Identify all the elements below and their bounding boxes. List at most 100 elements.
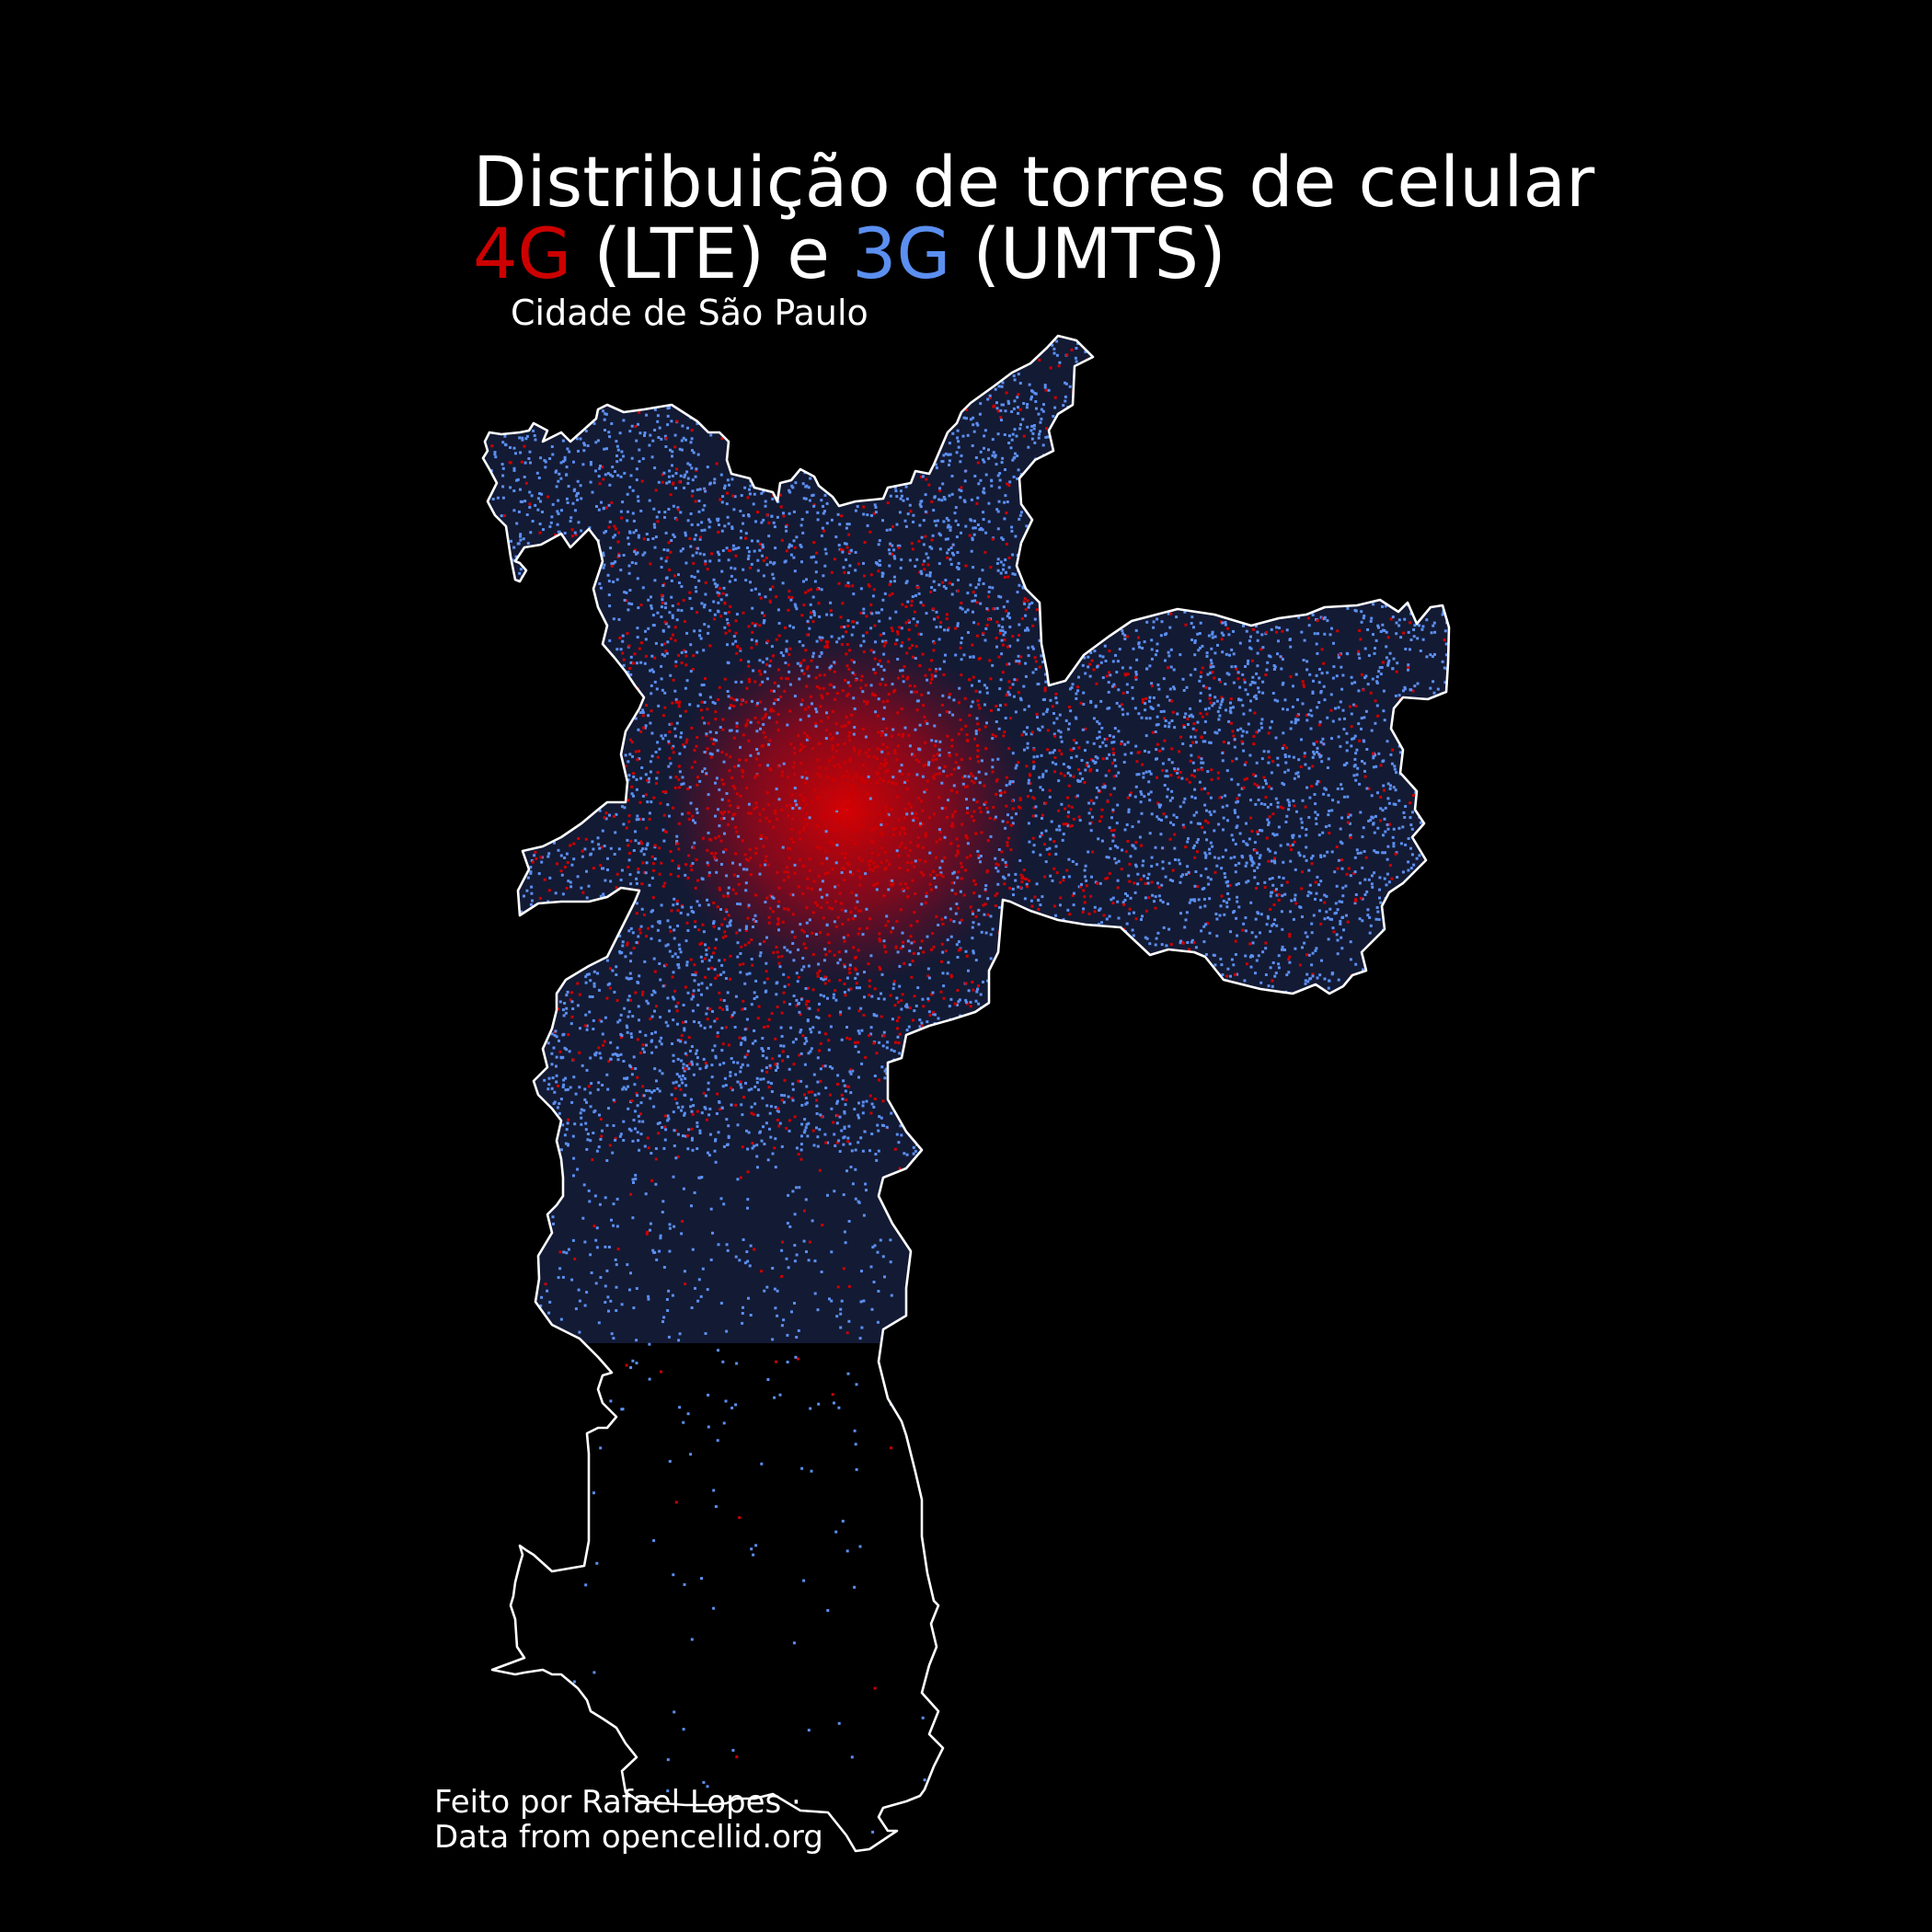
tower-point — [691, 814, 695, 818]
tower-point — [500, 463, 504, 466]
tower-point — [949, 558, 952, 561]
tower-point — [679, 911, 683, 914]
tower-point — [641, 990, 645, 994]
tower-point — [786, 1222, 789, 1225]
tower-point — [583, 1087, 587, 1091]
tower-point — [953, 810, 957, 813]
tower-point — [1386, 857, 1389, 861]
tower-point — [1294, 673, 1298, 676]
tower-point — [635, 912, 638, 915]
tower-point — [949, 918, 952, 922]
tower-point — [816, 758, 820, 762]
tower-point — [996, 558, 1000, 561]
tower-point — [628, 972, 632, 975]
tower-point — [1134, 677, 1138, 681]
tower-point — [1443, 666, 1446, 670]
tower-point — [1413, 624, 1417, 627]
tower-point — [1156, 931, 1160, 935]
tower-point — [953, 512, 957, 515]
tower-point — [1386, 740, 1389, 743]
tower-point — [1004, 703, 1007, 707]
tower-point — [700, 602, 704, 605]
tower-point — [921, 845, 925, 849]
tower-point — [1011, 635, 1015, 638]
tower-point — [854, 1197, 857, 1201]
tower-point — [788, 1067, 791, 1071]
tower-point — [1060, 753, 1064, 756]
tower-point — [684, 686, 687, 690]
tower-point — [602, 551, 605, 555]
tower-point — [688, 537, 692, 540]
tower-point — [857, 927, 861, 930]
tower-point — [1046, 435, 1050, 439]
tower-point — [1044, 860, 1048, 864]
tower-point — [841, 689, 845, 693]
tower-point — [1402, 631, 1406, 635]
tower-point — [822, 529, 826, 533]
tower-point — [613, 1099, 616, 1103]
tower-point — [1240, 787, 1244, 790]
tower-point — [1141, 647, 1144, 650]
tower-point — [816, 1056, 820, 1060]
tower-point — [960, 865, 964, 868]
tower-point — [1376, 851, 1380, 855]
tower-point — [707, 863, 710, 867]
tower-point — [1357, 722, 1361, 726]
tower-point — [574, 1307, 578, 1311]
tower-point — [641, 1120, 645, 1123]
tower-point — [805, 999, 809, 1003]
tower-point — [975, 501, 979, 505]
tower-point — [930, 739, 934, 742]
tower-point — [743, 1055, 747, 1059]
tower-point — [598, 582, 602, 585]
tower-point — [804, 1097, 808, 1100]
tower-point — [1110, 816, 1113, 820]
tower-point — [907, 619, 911, 623]
tower-point — [1303, 941, 1306, 945]
tower-point — [850, 784, 853, 788]
tower-point — [937, 562, 941, 566]
tower-point — [1148, 832, 1152, 835]
tower-point — [765, 970, 768, 973]
tower-point — [1432, 621, 1436, 625]
tower-point — [1403, 687, 1407, 691]
tower-point — [938, 489, 942, 492]
tower-point — [555, 1035, 558, 1039]
tower-point — [852, 946, 856, 949]
tower-point — [1272, 664, 1276, 667]
tower-point — [1189, 707, 1192, 710]
tower-point — [1032, 427, 1036, 431]
tower-point — [1154, 730, 1157, 733]
tower-point — [666, 1024, 670, 1028]
tower-point — [701, 770, 704, 774]
tower-point — [736, 1061, 740, 1064]
tower-point — [1326, 716, 1329, 719]
tower-point — [959, 606, 962, 610]
tower-point — [548, 457, 552, 460]
tower-point — [834, 1530, 838, 1534]
tower-point — [747, 550, 751, 554]
tower-point — [1320, 648, 1324, 651]
tower-point — [630, 1067, 634, 1070]
tower-point — [724, 1026, 728, 1029]
tower-point — [1039, 834, 1042, 838]
tower-point — [972, 655, 975, 659]
tower-point — [902, 680, 905, 684]
tower-point — [784, 661, 788, 664]
tower-point — [885, 814, 889, 818]
tower-point — [695, 551, 698, 555]
tower-point — [582, 442, 586, 445]
tower-point — [1344, 884, 1348, 888]
tower-point — [944, 653, 947, 657]
tower-point — [687, 1036, 691, 1040]
tower-point — [744, 925, 748, 928]
tower-point — [1192, 813, 1196, 817]
tower-point — [978, 806, 982, 810]
tower-point — [1077, 768, 1080, 771]
tower-point — [775, 720, 778, 724]
tower-point — [874, 1153, 878, 1156]
tower-point — [934, 773, 937, 776]
tower-point — [870, 612, 874, 615]
tower-point — [995, 779, 998, 783]
tower-point — [1114, 845, 1117, 848]
